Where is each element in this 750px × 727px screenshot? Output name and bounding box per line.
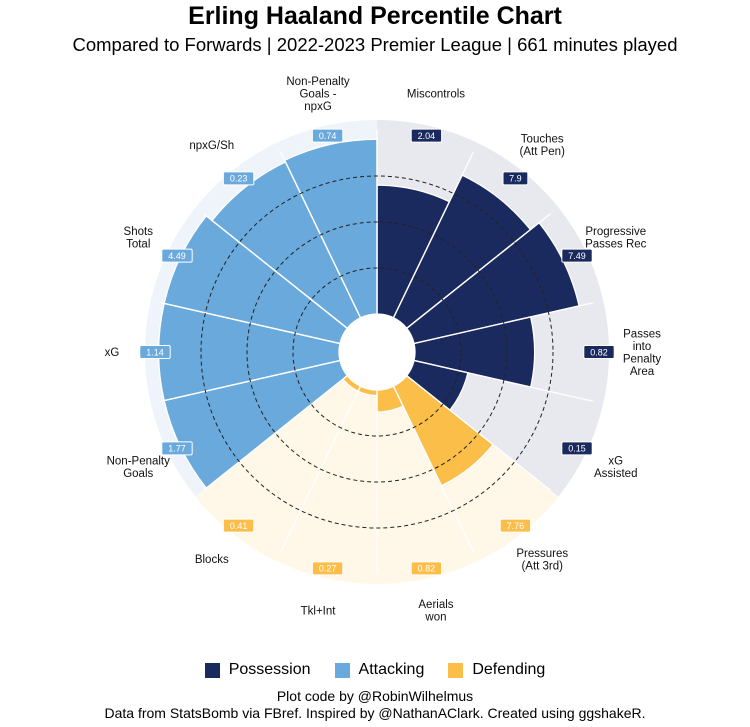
value-label-box-misscontrols bbox=[410, 128, 443, 143]
value-label-tkl-int: 0.27 bbox=[319, 564, 337, 574]
legend-swatch-possession bbox=[204, 662, 220, 678]
center-hole bbox=[339, 314, 415, 390]
background-wedge-tkl-int bbox=[276, 386, 377, 584]
value-label-box-shots-total bbox=[161, 248, 193, 263]
value-label-aerials-won: 0.82 bbox=[418, 564, 436, 574]
category-label-misscontrols: Miscontrols bbox=[407, 89, 465, 101]
value-label-pressures-att-3rd: 7.76 bbox=[507, 521, 525, 531]
background-wedge-aerials-won bbox=[377, 386, 478, 584]
category-label-pressures-att-3rd: Pressures (Att 3rd) bbox=[516, 548, 568, 573]
category-label-npxg-sh: npxG/Sh bbox=[189, 140, 234, 152]
gridline-75 bbox=[200, 175, 554, 529]
category-label-shots-total: Shots Total bbox=[124, 226, 154, 251]
slice-separator bbox=[392, 385, 474, 553]
legend-item-possession: Possession bbox=[204, 661, 311, 679]
category-label-aerials-won: Aerials won bbox=[418, 599, 453, 624]
slice-separator bbox=[392, 151, 474, 319]
gridline-50 bbox=[246, 221, 508, 483]
legend-item-defending: Defending bbox=[448, 661, 545, 679]
legend-label-possession: Possession bbox=[228, 661, 311, 678]
legend-swatch-attacking bbox=[334, 662, 350, 678]
category-label-non-penalty-goals-npxg: Non-Penalty Goals -npxG bbox=[286, 76, 350, 113]
caption-code-credit: Plot code by @RobinWilhelmus bbox=[276, 688, 474, 704]
chart-subtitle: Compared to Forwards | 2022-2023 Premier… bbox=[72, 34, 678, 55]
legend-item-attacking: Attacking bbox=[334, 661, 425, 679]
value-label-non-penalty-goals: 1.77 bbox=[168, 444, 186, 454]
slice-separator bbox=[203, 375, 348, 491]
value-label-box-blocks bbox=[222, 518, 255, 533]
value-label-box-pressures-att-3rd bbox=[499, 518, 532, 533]
category-label-xg-assisted: xG Assisted bbox=[594, 456, 637, 481]
value-label-touches-att-pen: 7.9 bbox=[509, 174, 522, 184]
value-label-box-tkl-int bbox=[311, 561, 344, 576]
value-label-box-non-penalty-goals bbox=[161, 441, 193, 456]
value-label-box-progressive-passes-rec bbox=[561, 248, 593, 263]
legend-label-attacking: Attacking bbox=[358, 661, 425, 678]
value-label-box-xg bbox=[139, 345, 171, 359]
legend-label-defending: Defending bbox=[472, 661, 546, 678]
category-label-non-penalty-goals: Non-Penalty Goals bbox=[107, 456, 171, 481]
slice-separator bbox=[203, 213, 348, 329]
value-label-xg-assisted: 0.15 bbox=[568, 444, 586, 454]
legend: Possession Attacking Defending bbox=[0, 661, 750, 679]
category-label-xg: xG bbox=[105, 347, 120, 359]
legend-swatch-defending bbox=[448, 662, 464, 678]
category-label-blocks: Blocks bbox=[195, 554, 229, 566]
category-label-progressive-passes-rec: Progressive Passes Rec bbox=[585, 226, 647, 251]
caption-data-credit: Data from StatsBomb via FBref. Inspired … bbox=[104, 705, 646, 721]
category-label-touches-att-pen: Touches (Att Pen) bbox=[520, 134, 566, 159]
value-label-non-penalty-goals-npxg: 0.74 bbox=[319, 131, 337, 141]
value-label-blocks: 0.41 bbox=[230, 521, 248, 531]
category-label-passes-into-penalty-area: Passes into Penalty Area bbox=[623, 328, 662, 378]
value-label-shots-total: 4.49 bbox=[168, 251, 186, 261]
value-label-npxg-sh: 0.23 bbox=[230, 174, 248, 184]
value-label-box-non-penalty-goals-npxg bbox=[311, 128, 344, 143]
value-label-box-touches-att-pen bbox=[502, 171, 529, 186]
value-label-box-passes-into-penalty-area bbox=[583, 345, 615, 359]
value-label-progressive-passes-rec: 7.49 bbox=[568, 251, 586, 261]
value-label-box-aerials-won bbox=[410, 561, 443, 576]
chart-title: Erling Haaland Percentile Chart bbox=[188, 2, 562, 30]
category-label-tkl-int: Tkl+Int bbox=[301, 605, 337, 617]
value-label-xg: 1.14 bbox=[146, 347, 164, 357]
value-label-box-xg-assisted bbox=[561, 441, 593, 456]
value-label-misscontrols: 2.04 bbox=[418, 131, 436, 141]
value-label-passes-into-penalty-area: 0.82 bbox=[590, 347, 608, 357]
gridline-25 bbox=[292, 267, 462, 437]
value-label-box-npxg-sh bbox=[222, 171, 255, 186]
background-wedge-blocks bbox=[195, 375, 361, 562]
